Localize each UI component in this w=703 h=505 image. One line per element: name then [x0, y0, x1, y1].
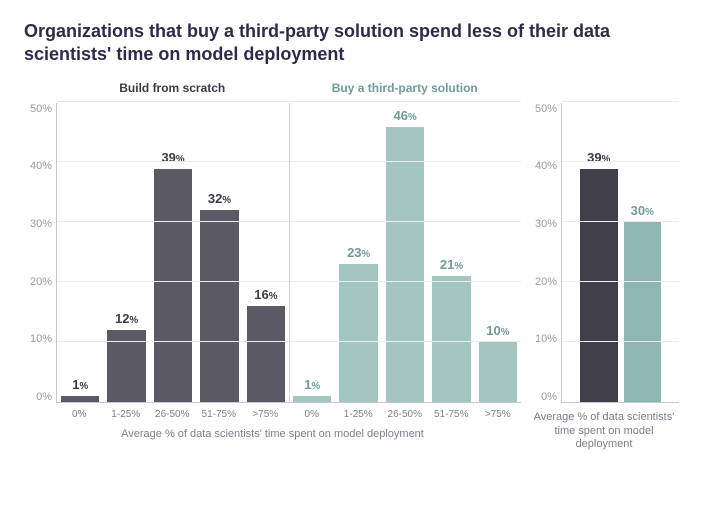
bar-build-4: 16%	[247, 306, 285, 402]
x-axis-title-side: Average % of data scientists' time spent…	[529, 411, 679, 452]
summary-bar-0: 39%	[580, 169, 618, 402]
y-tick: 10%	[30, 333, 52, 345]
y-tick: 40%	[30, 160, 52, 172]
summary-bar-1: 30%	[624, 222, 662, 401]
bar-build-0: 1%	[61, 396, 99, 402]
bar-buy-4: 10%	[479, 342, 517, 402]
bar-group: 39%	[150, 103, 196, 402]
page-title: Organizations that buy a third-party sol…	[24, 20, 679, 67]
bar-group: 32%	[196, 103, 242, 402]
y-tick: 50%	[30, 103, 52, 115]
x-tick-label: >75%	[475, 409, 522, 420]
bar-buy-3: 21%	[432, 276, 470, 402]
bar-group: 12%	[103, 103, 149, 402]
y-tick: 0%	[541, 391, 557, 403]
x-tick-label: 26-50%	[382, 409, 429, 420]
y-tick: 50%	[535, 103, 557, 115]
bar-buy-2: 46%	[386, 127, 424, 402]
y-tick: 0%	[36, 391, 52, 403]
x-tick-label: >75%	[242, 409, 289, 420]
bar-group: 1%	[289, 103, 335, 402]
bar-group: 16%	[243, 103, 289, 402]
y-axis-main: 50% 40% 30% 20% 10% 0%	[24, 103, 56, 403]
gridline	[562, 161, 679, 162]
x-tick-label: 51-75%	[428, 409, 475, 420]
subtitle-build: Build from scratch	[56, 81, 289, 95]
x-axis-title-main: Average % of data scientists' time spent…	[24, 428, 521, 440]
panel-divider	[289, 103, 290, 402]
bar-value-label: 21%	[440, 257, 463, 272]
bar-buy-1: 23%	[339, 264, 377, 402]
bar-value-label: 30%	[631, 203, 654, 218]
bar-value-label: 12%	[115, 311, 138, 326]
y-axis-side: 50% 40% 30% 20% 10% 0%	[529, 103, 561, 403]
gridline	[562, 281, 679, 282]
y-tick: 20%	[30, 276, 52, 288]
gridline	[562, 101, 679, 102]
x-tick-label: 1-25%	[103, 409, 150, 420]
x-labels-main: 0%1-25%26-50%51-75%>75%0%1-25%26-50%51-7…	[56, 409, 521, 420]
x-tick-label: 26-50%	[149, 409, 196, 420]
bar-value-label: 1%	[72, 377, 88, 392]
subtitle-buy: Buy a third-party solution	[289, 81, 522, 95]
x-tick-label: 0%	[289, 409, 336, 420]
y-tick: 30%	[535, 218, 557, 230]
chart-row: Build from scratch Buy a third-party sol…	[24, 81, 679, 452]
bar-value-label: 39%	[161, 150, 184, 165]
x-tick-label: 51-75%	[196, 409, 243, 420]
bar-buy-0: 1%	[293, 396, 331, 402]
main-panel: Build from scratch Buy a third-party sol…	[24, 81, 521, 452]
bar-value-label: 23%	[347, 245, 370, 260]
side-spacer-title	[529, 81, 679, 95]
bar-group: 46%	[382, 103, 428, 402]
bar-build-3: 32%	[200, 210, 238, 401]
x-tick-label: 0%	[56, 409, 103, 420]
gridline	[562, 341, 679, 342]
gridline	[57, 101, 521, 102]
side-panel: 50%40%30%20%10%0% 39%30% Average % of da…	[529, 81, 679, 452]
bar-group: 10%	[475, 103, 521, 402]
bar-value-label: 16%	[254, 287, 277, 302]
side-plot: 39%30%	[561, 103, 679, 403]
bar-group: 23%	[335, 103, 381, 402]
gridline	[562, 221, 679, 222]
bar-value-label: 32%	[208, 191, 231, 206]
y-tick: 30%	[30, 218, 52, 230]
y-tick: 20%	[535, 276, 557, 288]
bar-value-label: 10%	[486, 323, 509, 338]
bar-group: 21%	[428, 103, 474, 402]
x-tick-label: 1-25%	[335, 409, 382, 420]
bar-value-label: 39%	[587, 150, 610, 165]
bar-group: 1%	[57, 103, 103, 402]
bar-build-2: 39%	[154, 169, 192, 402]
bar-value-label: 46%	[393, 108, 416, 123]
bar-value-label: 1%	[304, 377, 320, 392]
main-plot: 1%12%39%32%16%1%23%46%21%10%	[56, 103, 521, 403]
y-tick: 10%	[535, 333, 557, 345]
y-tick: 40%	[535, 160, 557, 172]
